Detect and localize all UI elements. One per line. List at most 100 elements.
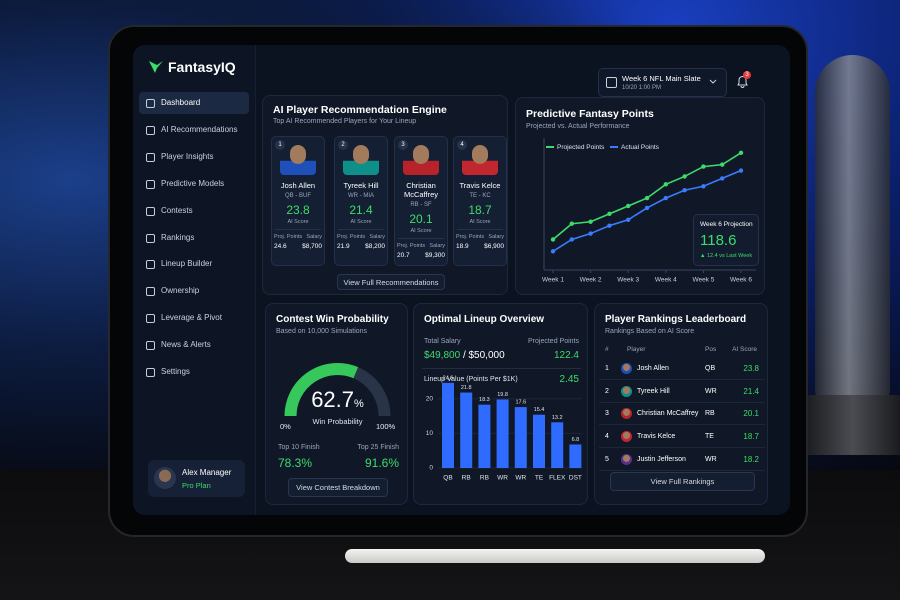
top10-value: 78.3%: [278, 456, 313, 470]
nav-item[interactable]: Ownership: [139, 280, 249, 302]
nav-icon: [146, 287, 155, 297]
salary-label: Salary: [429, 243, 445, 249]
slate-selector[interactable]: Week 6 NFL Main Slate 10/20 1:00 PM: [598, 68, 727, 97]
bar: [551, 422, 564, 468]
nav-item[interactable]: Lineup Builder: [139, 253, 249, 275]
nav-item[interactable]: Leverage & Pivot: [139, 307, 249, 329]
view-recommendations-button[interactable]: View Full Recommendations: [337, 274, 445, 290]
slate-name: Week 6 NFL Main Slate: [622, 74, 701, 83]
salary-value: $9,300: [425, 252, 445, 259]
nav-item[interactable]: Player Insights: [139, 146, 249, 168]
panel-title: Contest Win Probability: [276, 314, 389, 325]
ranking-row[interactable]: 5 Justin Jefferson WR 18.2: [599, 450, 765, 471]
legend-label: Projected Points: [557, 144, 605, 151]
player-score: 21.4: [349, 203, 373, 217]
player-pos: WR: [705, 387, 717, 395]
legend-item: Actual Points: [610, 144, 659, 151]
nav-item[interactable]: AI Recommendations: [139, 119, 249, 141]
win-label: Win Probability: [312, 417, 363, 426]
divider: [422, 368, 581, 369]
rank-number: 1: [605, 365, 609, 372]
nav-icon: [146, 341, 155, 351]
series-point: [738, 168, 744, 173]
series-point: [569, 237, 574, 242]
nav-item[interactable]: Predictive Models: [139, 173, 249, 195]
score-label: AI Score: [287, 219, 309, 225]
line-chart: Week 1 Week 2 Week 3 Week 4 Week 5 Week 6: [542, 138, 756, 284]
player-head: [413, 145, 429, 164]
series-point: [626, 217, 631, 222]
nav-item[interactable]: Settings: [139, 361, 249, 383]
nav-item[interactable]: Rankings: [139, 227, 249, 249]
player-avatar: [621, 431, 632, 443]
nav-item[interactable]: Contests: [139, 200, 249, 222]
ranking-row[interactable]: 1 Josh Allen QB 23.8: [599, 359, 765, 380]
ranking-row[interactable]: 3 Christian McCaffrey RB 20.1: [599, 404, 765, 426]
salary-used: $49,800: [424, 350, 461, 361]
player-name: Josh Allen: [280, 181, 316, 190]
panel-title: Optimal Lineup Overview: [424, 314, 545, 325]
x-tick-label: WR: [515, 475, 526, 482]
top25-value: 91.6%: [364, 456, 399, 470]
proj-value: 21.9: [337, 243, 350, 250]
proj-value: 24.6: [274, 243, 287, 250]
salary-row: $49,800 / $50,000: [424, 350, 505, 361]
rank-number: 4: [605, 433, 609, 441]
slate-time: 10/20 1:00 PM: [622, 85, 662, 91]
player-pos: WR - MIA: [348, 193, 374, 199]
player-avatar: [621, 385, 632, 397]
nav-item[interactable]: Dashboard: [139, 92, 249, 114]
player-score: 23.8: [743, 364, 759, 373]
bar: [569, 444, 582, 468]
legend-swatch: [610, 146, 618, 149]
ranking-row[interactable]: 4 Travis Kelce TE 18.7: [599, 427, 765, 449]
legend-label: Actual Points: [621, 144, 659, 151]
value-value: 2.45: [559, 374, 579, 385]
card-stat-values: 24.6 $8,700: [274, 243, 322, 250]
view-rankings-button[interactable]: View Full Rankings: [610, 472, 755, 491]
contest-breakdown-button[interactable]: View Contest Breakdown: [288, 478, 388, 497]
bar: [442, 382, 454, 468]
player-name: Travis Kelce: [459, 181, 501, 190]
bar: [496, 399, 509, 468]
nav-label: Ownership: [161, 286, 200, 296]
series-point: [720, 176, 725, 181]
player-name: Travis Kelce: [637, 433, 676, 441]
salary-label: Salary: [369, 234, 385, 240]
player-pos: WR: [705, 455, 717, 463]
gauge: [284, 363, 391, 417]
nav-label: Dashboard: [161, 98, 201, 107]
player-name: Christian McCaffrey: [637, 410, 699, 418]
salary-label: Salary: [306, 234, 322, 240]
card-stat-labels: Proj. Points Salary: [397, 243, 445, 249]
ranking-row[interactable]: 2 Tyreek Hill WR 21.4: [599, 382, 765, 403]
rank-number: 3: [605, 410, 609, 418]
nav-icon: [146, 125, 155, 135]
logo-icon: [149, 61, 163, 73]
lineup-panel: Optimal Lineup Overview Total Salary $49…: [413, 303, 588, 505]
y-tick-label: 10: [426, 430, 434, 437]
x-tick-label: TE: [535, 475, 544, 482]
series-point: [701, 164, 706, 169]
salary-label: Total Salary: [424, 338, 461, 345]
bell[interactable]: 3: [736, 71, 751, 88]
card-stat-values: 18.9 $6,900: [456, 243, 504, 250]
x-tick-label: Week 1: [542, 277, 564, 284]
nav-item[interactable]: News & Alerts: [139, 334, 249, 356]
nav-label: Predictive Models: [161, 178, 225, 188]
top10-label: Top 10 Finish: [278, 444, 320, 451]
player-score: 20.1: [743, 409, 759, 419]
callout-change: ▲ 12.4 vs Last Week: [700, 253, 753, 259]
series-point: [644, 195, 650, 201]
nav-label: Player Insights: [161, 151, 214, 161]
player-photo: [403, 143, 439, 175]
card-stat-labels: Proj. Points Salary: [337, 234, 385, 240]
panel-title: Player Rankings Leaderboard: [605, 314, 747, 325]
user-card[interactable]: Alex Manager Pro Plan: [148, 460, 245, 497]
bar-value-label: 6.8: [572, 437, 580, 443]
column-header: #: [605, 346, 609, 353]
